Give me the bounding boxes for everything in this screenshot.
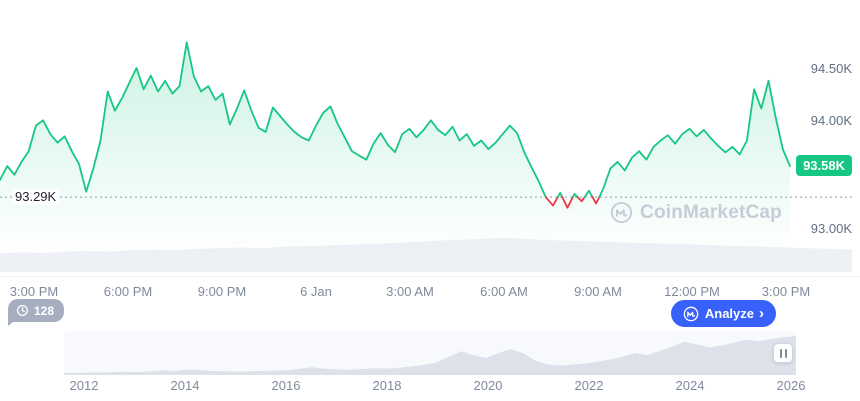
timeline-year-label: 2018 [372,378,402,393]
timeline-year-label: 2012 [69,378,99,393]
x-axis-label: 9:00 PM [197,284,247,299]
price-line [0,41,791,209]
timeline-year-label: 2024 [675,378,705,393]
annotation-count-badge[interactable]: 128 [8,299,65,326]
x-axis-label: 6 Jan [300,284,332,299]
current-price-badge: 93.58K [796,155,852,176]
price-line-chart[interactable] [0,0,860,276]
timeline-year-row: 2012 2014 2016 2018 2020 2022 2024 2026 [0,378,860,398]
coinmarketcap-logo-icon [610,201,633,224]
coinmarketcap-logo-icon [683,306,699,321]
open-price-label: 93.29K [12,189,60,205]
x-axis-label: 3:00 PM [9,284,59,299]
x-axis-label: 12:00 PM [664,284,720,299]
price-area-fill [0,42,790,255]
x-axis-label: 9:00 AM [574,284,622,299]
timeline-year-label: 2020 [473,378,503,393]
x-axis-label: 3:00 PM [761,284,811,299]
x-axis-row: 3:00 PM 6:00 PM 9:00 PM 6 Jan 3:00 AM 6:00 AM… [0,276,860,305]
drag-handle-icon [779,348,782,358]
timeline-mini-chart [64,336,796,375]
x-axis-label: 3:00 AM [386,284,434,299]
annotation-count: 128 [34,303,55,318]
drag-handle-icon [784,348,787,358]
coinmarketcap-watermark: CoinMarketCap [610,201,782,224]
y-axis-tick: 94.00K [810,113,852,128]
timeline-year-label: 2026 [776,378,806,393]
timeline-year-label: 2022 [574,378,604,393]
x-axis-label: 6:00 AM [480,284,528,299]
y-axis-tick: 94.50K [810,61,852,76]
analyze-label: Analyze [704,306,754,321]
analyze-button[interactable]: Analyze › [670,300,776,327]
history-icon [16,304,29,317]
y-axis-tick: 93.00K [810,221,852,236]
timeline-year-label: 2016 [271,378,301,393]
brush-handle[interactable] [773,343,793,363]
watermark-text: CoinMarketCap [640,201,782,223]
x-axis-label: 6:00 PM [103,284,153,299]
timeline-brush[interactable] [64,331,796,375]
chevron-right-icon: › [759,305,764,322]
timeline-year-label: 2014 [170,378,200,393]
